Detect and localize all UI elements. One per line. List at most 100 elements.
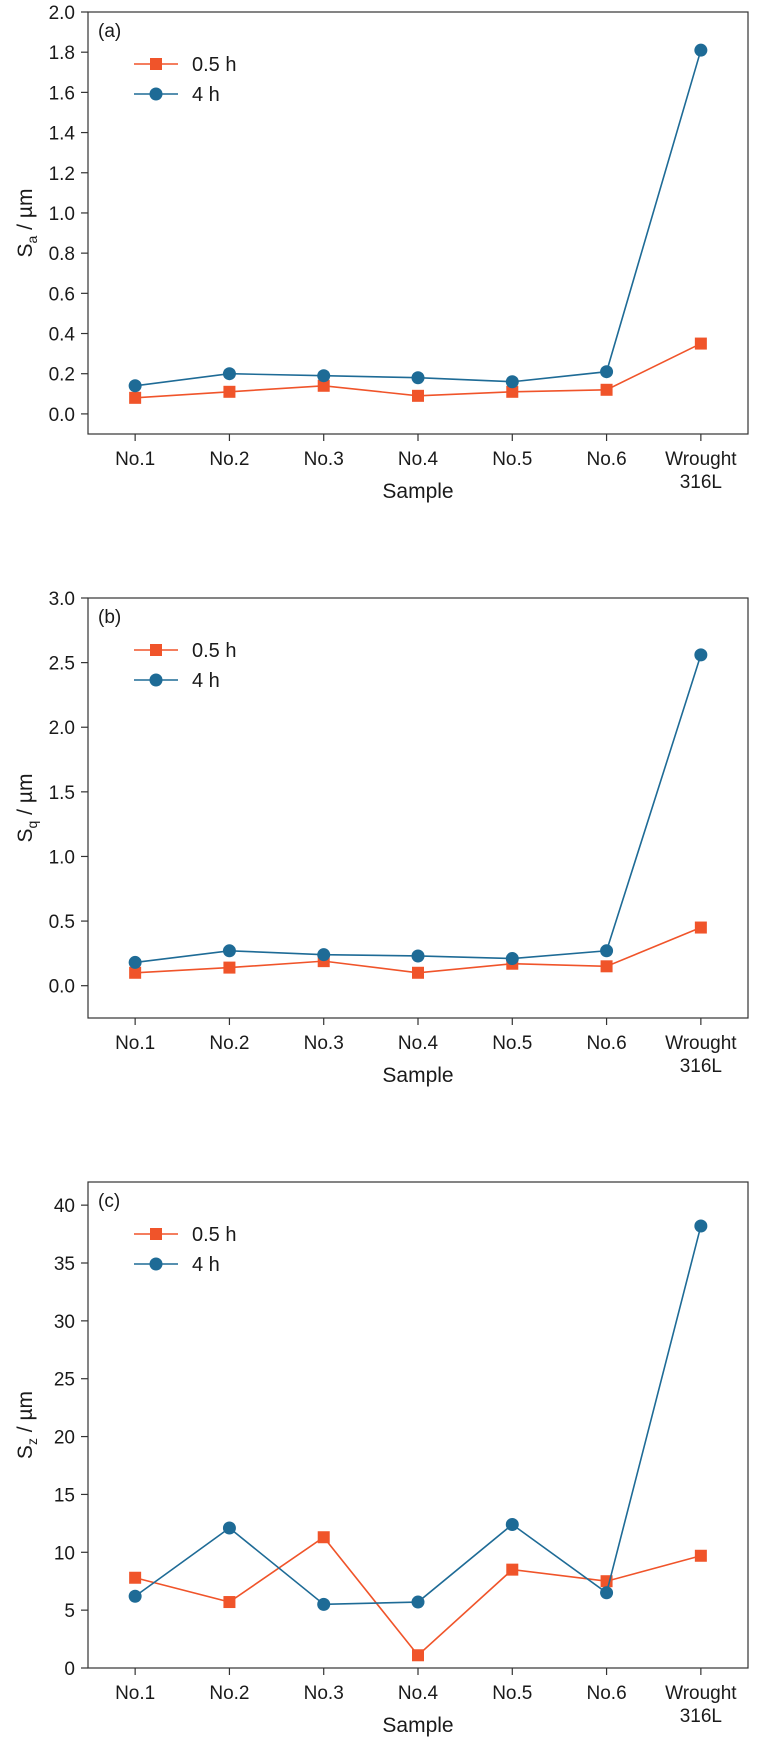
series-0 bbox=[129, 337, 707, 404]
y-tick-label: 0.0 bbox=[49, 405, 75, 426]
x-tick-label: No.5 bbox=[492, 1683, 532, 1704]
y-tick-label: 5 bbox=[64, 1601, 75, 1622]
data-point bbox=[694, 337, 707, 350]
y-axis-title: Sq / µm bbox=[14, 774, 40, 843]
panel-c: 0 5 10 15 20 25 30 35 40 No.1 No.2 No.3 No.4 No.5 No.6… bbox=[14, 1181, 749, 1737]
series-line bbox=[134, 1225, 702, 1606]
y-tick-label: 0.5 bbox=[49, 912, 75, 933]
legend: 0.5 h 4 h bbox=[134, 1224, 236, 1276]
y-axis: 0.0 0.2 0.4 0.6 0.8 1.0 1.2 1.4 1.6 1.8 2.0 bbox=[49, 3, 88, 426]
data-point bbox=[694, 1219, 708, 1233]
y-tick-label: 3.0 bbox=[49, 589, 75, 610]
y-tick-label: 0.8 bbox=[49, 244, 75, 265]
data-point bbox=[505, 1518, 519, 1532]
data-point bbox=[129, 391, 142, 404]
series-line bbox=[135, 654, 702, 964]
x-tick-label: No.3 bbox=[304, 449, 344, 470]
x-axis-title: Sample bbox=[382, 1714, 453, 1737]
y-tick-label: 0.2 bbox=[49, 365, 75, 386]
y-axis: 0 5 10 15 20 25 30 35 40 bbox=[54, 1196, 88, 1680]
data-point bbox=[600, 365, 614, 379]
y-tick-label: 1.2 bbox=[49, 164, 75, 185]
data-point bbox=[317, 948, 331, 962]
y-axis-title-main: S bbox=[14, 1445, 37, 1459]
x-tick-label: No.5 bbox=[492, 449, 532, 470]
legend-marker bbox=[149, 673, 163, 687]
y-axis-title-main: S bbox=[14, 243, 37, 257]
y-tick-label: 1.8 bbox=[49, 43, 75, 64]
data-point bbox=[694, 43, 708, 57]
x-tick-label: No.1 bbox=[115, 449, 155, 470]
data-point bbox=[129, 1571, 142, 1584]
data-point bbox=[505, 952, 519, 966]
data-point bbox=[600, 944, 614, 958]
data-point bbox=[694, 1549, 707, 1562]
x-tick-label-line: 316L bbox=[680, 1706, 722, 1727]
panel-a: 0.00.20.40.60.81.01.21.41.61.82.0No.1 No.… bbox=[14, 3, 749, 503]
x-axis-title: Sample bbox=[382, 1064, 453, 1087]
y-tick-label: 2.0 bbox=[49, 3, 75, 24]
x-tick-label-line: Wrought bbox=[665, 1033, 737, 1054]
legend-label: 4 h bbox=[192, 1254, 220, 1276]
x-axis: No.1 No.2 No.3 No.4 No.5 No.6 Wrought 316L bbox=[115, 1668, 737, 1727]
y-axis-title: Sa / µm bbox=[14, 189, 40, 258]
data-point bbox=[222, 367, 236, 381]
y-tick-label: 1.5 bbox=[49, 783, 75, 804]
y-axis-title-main: S bbox=[14, 828, 37, 842]
y-tick-label: 1.6 bbox=[49, 83, 75, 104]
y-tick-label: 30 bbox=[54, 1312, 75, 1333]
panel-label: (a) bbox=[98, 21, 121, 42]
x-tick-label: Wrought 316L bbox=[665, 1033, 737, 1077]
x-axis: No.1 No.2 No.3 No.4 No.5 No.6 Wrought 316L bbox=[115, 434, 737, 493]
y-tick-label: 0.0 bbox=[49, 977, 75, 998]
data-point bbox=[128, 1589, 142, 1603]
y-axis: 0.0 0.5 1.0 1.5 2.0 2.5 3.0 bbox=[49, 589, 88, 998]
data-point bbox=[412, 966, 424, 979]
x-tick-label-line: 316L bbox=[680, 1056, 722, 1077]
legend-marker bbox=[150, 1228, 162, 1240]
y-axis-title-unit: / µm bbox=[14, 774, 37, 821]
y-tick-label: 40 bbox=[54, 1196, 75, 1217]
series-0 bbox=[129, 1531, 707, 1662]
x-tick-label: No.2 bbox=[209, 1683, 249, 1704]
y-tick-label: 1.0 bbox=[49, 847, 75, 868]
x-tick-label: No.2 bbox=[209, 449, 249, 470]
y-tick-label: 25 bbox=[54, 1370, 75, 1391]
x-tick-label: Wrought 316L bbox=[665, 1683, 737, 1727]
legend-marker bbox=[150, 644, 162, 656]
data-point bbox=[694, 921, 707, 934]
y-tick-label: 0.6 bbox=[49, 284, 75, 305]
y-axis-title-subscript: q bbox=[24, 821, 40, 829]
x-tick-label: No.6 bbox=[587, 449, 627, 470]
panel-label: (c) bbox=[98, 1191, 120, 1212]
data-point bbox=[223, 385, 236, 398]
x-tick-label: Wrought 316L bbox=[665, 449, 737, 493]
x-tick-label: No.6 bbox=[587, 1033, 627, 1054]
data-point bbox=[128, 955, 142, 969]
data-point bbox=[317, 1597, 331, 1611]
y-tick-label: 20 bbox=[54, 1428, 75, 1449]
y-axis-title-unit: / µm bbox=[14, 189, 37, 236]
y-tick-label: 2.0 bbox=[49, 718, 75, 739]
data-point bbox=[317, 379, 330, 392]
data-point bbox=[317, 369, 331, 383]
x-axis-title: Sample bbox=[382, 480, 453, 503]
y-tick-label: 2.5 bbox=[49, 654, 75, 675]
data-point bbox=[600, 960, 613, 973]
legend-label: 4 h bbox=[192, 84, 220, 106]
panel-label: (b) bbox=[98, 607, 121, 628]
y-axis-title-unit: / µm bbox=[14, 1391, 37, 1438]
plot-frame bbox=[87, 11, 749, 435]
x-tick-label: No.2 bbox=[209, 1033, 249, 1054]
series-1 bbox=[128, 43, 708, 393]
data-point bbox=[223, 961, 236, 974]
x-tick-label: No.3 bbox=[304, 1033, 344, 1054]
x-tick-label: No.5 bbox=[492, 1033, 532, 1054]
data-point bbox=[222, 944, 236, 958]
series-line bbox=[135, 49, 702, 387]
legend: 0.5 h 4 h bbox=[134, 640, 236, 692]
x-tick-label: No.4 bbox=[398, 1033, 439, 1054]
legend-label: 0.5 h bbox=[192, 54, 236, 76]
x-axis: No.1 No.2 No.3 No.4 No.5 No.6 Wrought 316L bbox=[115, 1018, 737, 1077]
